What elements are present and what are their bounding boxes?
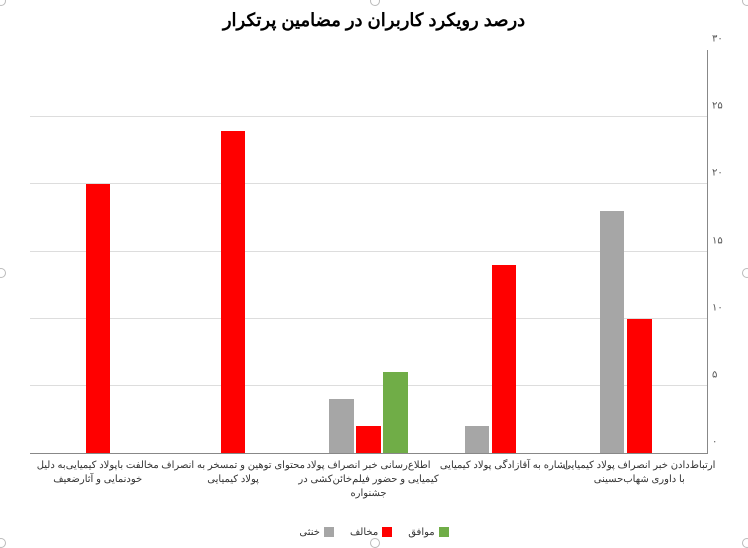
ytick-label: ۵ xyxy=(712,369,737,380)
legend: موافق مخالف خنثی xyxy=(0,527,748,538)
selection-handle xyxy=(0,0,6,6)
legend-swatch xyxy=(382,527,392,537)
legend-item-agree: موافق xyxy=(408,527,448,538)
legend-item-disagree: مخالف xyxy=(350,527,392,538)
category-group: اطلاع‌رسانی خبر انصراف پولاد کیمیایی و ح… xyxy=(301,50,436,453)
plot-area: ۰۵۱۰۱۵۲۰۲۵۳۰ارتباط‌دادن خبر انصراف پولاد… xyxy=(30,50,708,454)
category-group: محتوای توهین و تمسخر به انصراف پولاد کیم… xyxy=(165,50,300,453)
category-group: مخالفت باپولاد کیمیایی‌به دلیل خودنمایی … xyxy=(30,50,165,453)
bar-neutral xyxy=(600,211,624,453)
ytick-label: ۱۵ xyxy=(712,235,737,246)
bar-disagree xyxy=(86,184,110,453)
bar-disagree xyxy=(627,319,651,453)
chart-title: درصد رویکرد کاربران در مضامین پرتکرار xyxy=(0,10,748,31)
xtick-label: اطلاع‌رسانی خبر انصراف پولاد کیمیایی و ح… xyxy=(291,459,446,501)
legend-item-neutral: خنثی xyxy=(299,527,334,538)
category-group: ارتباط‌دادن خبر انصراف پولاد کیمیایی با … xyxy=(572,50,707,453)
category-group: اشاره به آقازادگی پولاد کیمیایی xyxy=(436,50,571,453)
selection-handle xyxy=(742,538,748,548)
legend-label: خنثی xyxy=(299,527,320,538)
ytick-label: ۲۰ xyxy=(712,168,737,179)
legend-label: موافق xyxy=(408,527,434,538)
legend-label: مخالف xyxy=(350,527,378,538)
xtick-label: مخالفت باپولاد کیمیایی‌به دلیل خودنمایی … xyxy=(20,459,175,487)
selection-handle xyxy=(370,0,380,6)
ytick-label: ۰ xyxy=(712,437,737,448)
bar-disagree xyxy=(356,426,380,453)
selection-handle xyxy=(370,538,380,548)
bar-disagree xyxy=(492,265,516,453)
ytick-label: ۲۵ xyxy=(712,101,737,112)
legend-swatch xyxy=(439,527,449,537)
bar-neutral xyxy=(465,426,489,453)
bar-disagree xyxy=(221,131,245,453)
chart-container: درصد رویکرد کاربران در مضامین پرتکرار ۰۵… xyxy=(0,0,748,544)
ytick-label: ۱۰ xyxy=(712,302,737,313)
xtick-label: ارتباط‌دادن خبر انصراف پولاد کیمیایی با … xyxy=(562,459,717,487)
legend-swatch xyxy=(324,527,334,537)
bar-neutral xyxy=(329,399,353,453)
selection-handle xyxy=(0,268,6,278)
xtick-label: محتوای توهین و تمسخر به انصراف پولاد کیم… xyxy=(155,459,310,487)
xtick-label: اشاره به آقازادگی پولاد کیمیایی xyxy=(426,459,581,473)
selection-handle xyxy=(0,538,6,548)
ytick-label: ۳۰ xyxy=(712,34,737,45)
selection-handle xyxy=(742,0,748,6)
bar-agree xyxy=(383,372,407,453)
selection-handle xyxy=(742,268,748,278)
